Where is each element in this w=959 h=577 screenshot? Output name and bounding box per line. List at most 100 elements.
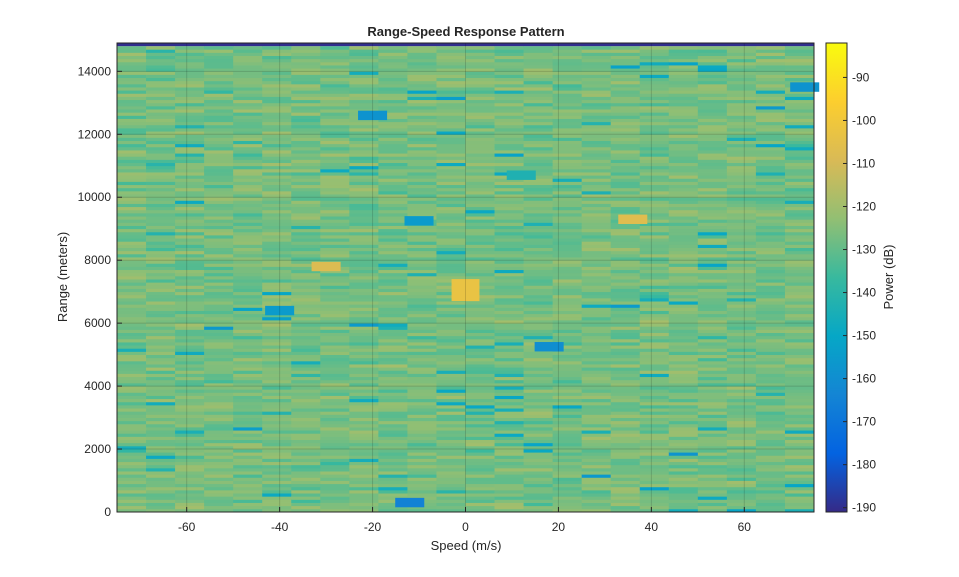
heatmap-cell [697,190,728,195]
heatmap-cell [117,474,147,478]
heatmap-cell [552,68,583,72]
heatmap-cell [436,172,466,176]
heatmap-cell [378,222,408,226]
heatmap-cell [349,401,379,406]
heatmap-cell [697,61,728,66]
heatmap-cell [320,134,350,138]
heatmap-cell [146,335,176,340]
heatmap-cell [262,364,292,368]
heatmap-cell [552,178,583,182]
heatmap-cell [407,162,437,167]
heatmap-cell [233,253,263,258]
heatmap-cell [262,190,292,195]
heatmap-cell [523,238,554,242]
heatmap-cell [581,87,612,91]
heatmap-cell [784,427,815,431]
heatmap-cell [204,480,234,485]
heatmap-cell [755,401,786,406]
heatmap-cell [204,316,234,321]
heatmap-cell [320,404,350,409]
heatmap-cell [175,461,205,466]
heatmap-cell [639,146,670,151]
heatmap-cell [581,477,612,481]
heatmap-cell [784,480,815,485]
heatmap-cell [639,165,670,170]
heatmap-cell [146,477,176,481]
heatmap-cell [610,279,641,283]
heatmap-cell [349,285,379,289]
x-tick-label: -20 [364,520,382,534]
heatmap-cell [233,172,263,176]
heatmap-cell [436,502,466,507]
heatmap-cell [175,159,205,164]
heatmap-cell [436,354,466,359]
heatmap-cell [320,445,350,450]
heatmap-cell [175,329,205,333]
heatmap-cell [668,332,699,337]
heatmap-cell [668,241,699,245]
heatmap-cell [610,455,641,459]
heatmap-cell [697,212,728,217]
heatmap-cell [262,238,292,242]
heatmap-cell [436,348,466,352]
heatmap-cell [552,427,583,431]
top-band [117,43,814,47]
heatmap-cell [291,83,321,88]
heatmap-cell [117,80,147,85]
heatmap-cell [610,301,641,305]
heatmap-cell [697,442,728,447]
heatmap-cell [523,304,554,308]
heatmap-cell [349,370,379,374]
heatmap-cell [175,134,205,138]
heatmap-cell [465,427,495,431]
heatmap-cell [262,115,292,119]
heatmap-cell [204,499,234,503]
heatmap-cell [349,360,379,365]
heatmap-cell [233,74,263,79]
heatmap-cell [581,194,612,198]
heatmap-cell [523,115,554,119]
heatmap-cell [494,121,524,126]
heatmap-cell [175,452,205,456]
heatmap-cell [378,238,408,242]
heatmap-cell [175,414,205,418]
heatmap-cell [726,250,757,255]
heatmap-cell [697,272,728,277]
heatmap-cell [552,206,583,211]
heatmap-cell [117,449,147,453]
heatmap-cell [523,121,554,126]
heatmap-cell [436,313,466,318]
heatmap-cell [552,316,583,321]
heatmap-cell [291,279,321,283]
heatmap-cell [233,131,263,135]
heatmap-cell [291,423,321,428]
heatmap-cell [465,77,495,82]
heatmap-cell [784,247,815,252]
heatmap-cell [378,373,408,378]
heatmap-cell [204,467,234,472]
heatmap-cell [117,235,147,239]
heatmap-cell [349,231,379,236]
heatmap-cell [291,477,321,481]
heatmap-cell [610,294,641,299]
heatmap-cell [784,285,815,289]
heatmap-cell [320,68,350,72]
heatmap-cell [465,436,495,441]
heatmap-cell [378,474,408,478]
heatmap-cell [291,282,321,286]
heatmap-cell [378,150,408,154]
heatmap-cell [349,379,379,384]
heatmap-cell [146,131,176,135]
heatmap-cell [146,404,176,409]
heatmap-cell [581,417,612,422]
heatmap-cell [726,121,757,126]
heatmap-cell [204,505,234,510]
heatmap-cell [668,225,699,230]
heatmap-cell [755,77,786,82]
heatmap-cell [639,486,670,491]
heatmap-cell [610,379,641,384]
heatmap-cell [291,452,321,456]
heatmap-cell [494,279,524,283]
heatmap-cell [726,508,757,513]
heatmap-cell [581,471,612,475]
